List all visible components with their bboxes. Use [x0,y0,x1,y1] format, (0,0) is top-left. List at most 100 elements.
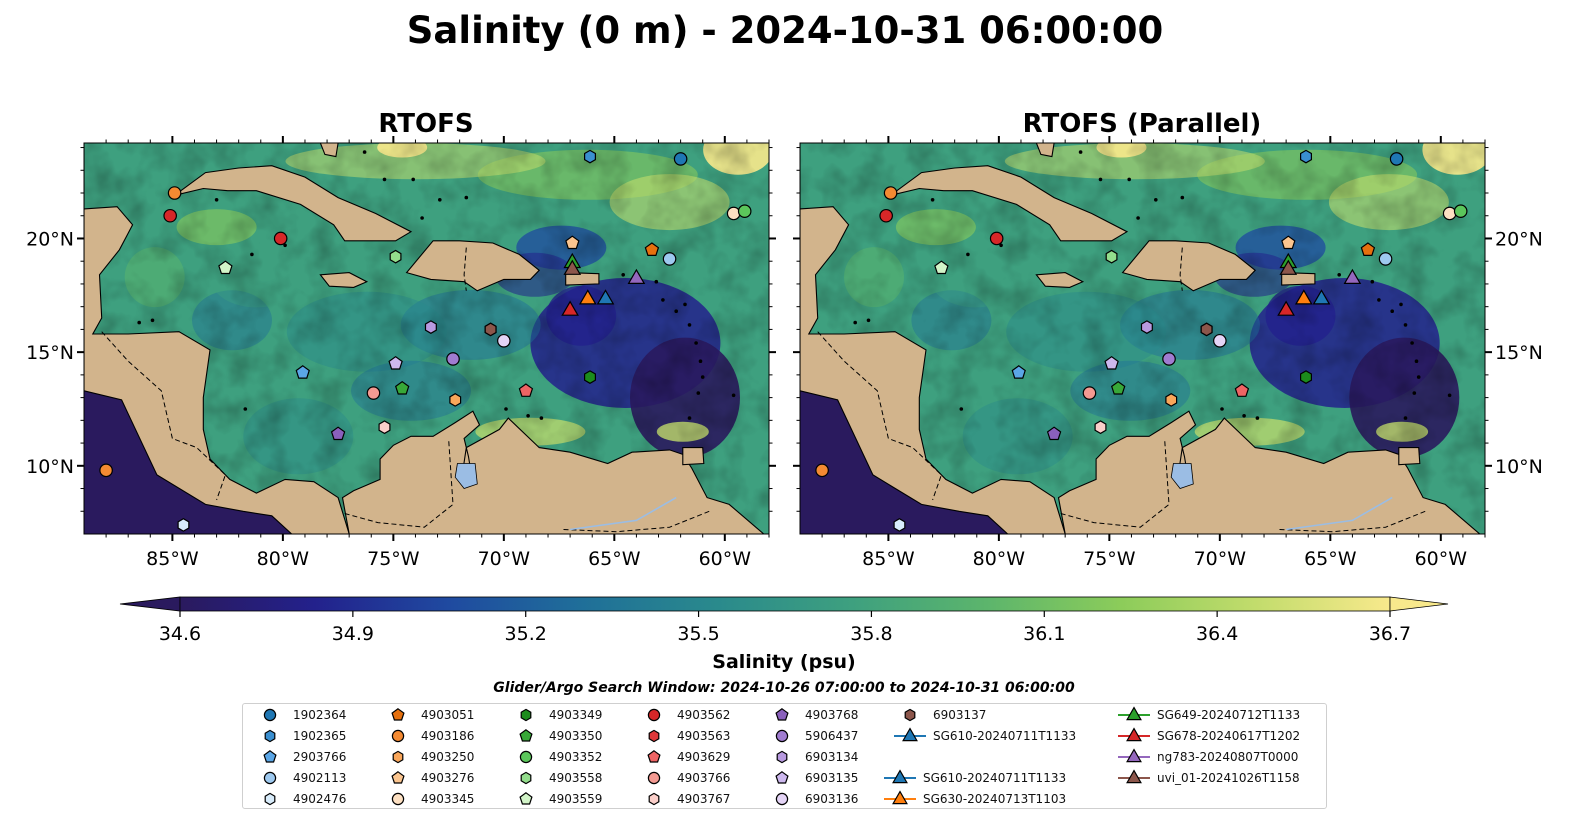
glider-marker [596,289,615,305]
land-hispaniola [1121,240,1257,292]
colorbar-tick-label: 35.2 [505,623,547,645]
legend-item: 4903629 [637,748,730,766]
small-island [694,341,698,345]
argo-float-marker [1299,149,1313,164]
legend-marker-icon [775,792,789,806]
small-island [999,243,1003,248]
colorbar-extend-min [119,596,181,612]
legend-label: SG678-20240617T1202 [1157,729,1301,743]
legend-marker [264,729,276,743]
argo-float-marker [565,235,580,250]
argo-float-marker [366,386,381,400]
country-border [344,438,454,528]
glider-marker [578,289,597,305]
argo-float-marker [163,208,177,223]
small-island [1416,375,1421,379]
argo-float-marker [1389,152,1404,166]
small-island [959,407,964,411]
argo-float-marker [1110,380,1126,395]
lat-tick-label: 15°N [1495,342,1543,364]
legend-marker [391,771,405,784]
lat-tick-label: 15°N [26,342,74,364]
legend-label: 1902364 [293,708,347,722]
argo-float-marker [330,426,346,441]
glider-marker [1343,268,1362,284]
legend-item: 4903767 [637,790,730,808]
legend-marker [519,750,533,764]
legend-label: 4903250 [421,750,475,764]
legend-label: 6903137 [933,708,987,722]
land-central-america [84,143,350,534]
country-border [463,247,467,291]
argo-float-marker [1378,252,1393,266]
map-frame [83,142,770,535]
colorbar-tick-label: 35.5 [677,623,719,645]
small-island [866,318,871,323]
legend-marker-icon [519,750,533,764]
argo-float-marker [1105,249,1118,264]
land-bahamas1 [319,143,339,158]
small-island [698,359,703,364]
argo-float-marker [99,463,113,478]
legend-label: 2903766 [293,750,347,764]
glider-marker [1277,300,1295,316]
legend-marker [775,771,789,784]
lat-tick-label: 20°N [26,228,74,250]
small-island [504,407,508,411]
argo-float-marker [378,420,391,435]
glider-marker [561,300,579,316]
legend-label: 4903559 [549,792,603,806]
argo-float-marker [1082,386,1097,400]
small-island [1255,416,1260,420]
small-island [1414,359,1419,364]
small-island [731,393,736,398]
legend-label: 4903349 [549,708,603,722]
legend-marker-icon [264,729,276,743]
legend-marker [391,729,405,743]
legend-marker-icon [775,708,789,721]
small-island [214,198,219,202]
legend-label: uvi_01-20241026T1158 [1157,771,1300,785]
argo-float-marker [726,206,741,221]
argo-float-marker [1011,365,1026,379]
land-trinidad [682,447,705,466]
legend-item: SG610-20240711T1133 [893,727,1076,745]
small-island [621,273,625,277]
argo-float-marker [1094,420,1107,435]
legend-item: 4902476 [253,790,346,808]
legend-marker-icon [647,708,661,722]
legend-marker-icon [519,792,533,805]
argo-float-marker [424,320,437,334]
legend-marker [392,750,404,764]
argo-float-marker [1046,426,1062,441]
legend-item: uvi_01-20241026T1158 [1117,769,1300,787]
legend-marker [647,771,661,785]
land-hispaniola [405,240,541,292]
small-island [1390,309,1394,314]
legend-marker [519,729,533,742]
legend-item: 1902364 [253,706,346,724]
legend-item: SG678-20240617T1202 [1117,727,1300,745]
legend-label: 4903051 [421,708,475,722]
legend-label: 6903134 [805,750,859,764]
argo-float-marker [893,518,906,532]
legend-label: 5906437 [805,729,859,743]
map-panel-rtofs-parallel: 85°W 80°W 75°W 70°W 65°W 60°W 20°N 15°N 10°N [793,136,1543,570]
legend-item: ng783-20240807T0000 [1117,748,1298,766]
small-island [137,320,141,325]
legend-marker [1126,706,1142,721]
small-island [1370,279,1375,284]
land-jamaica [319,272,369,288]
argo-float-marker [177,518,190,532]
small-island [1242,414,1246,418]
argo-float-marker [446,352,460,366]
right-panel-title: RTOFS (Parallel) [1023,109,1262,139]
colorbar-label: Salinity (psu) [712,651,855,673]
legend-marker-icon [263,771,277,785]
legend-marker-icon [391,771,405,784]
river [1285,496,1393,531]
colorbar: 34.6 34.9 35.2 35.5 35.8 36.1 36.4 36.7 [119,596,1449,645]
legend-item: 4903349 [509,706,602,724]
land-bahamas1 [1035,143,1055,158]
